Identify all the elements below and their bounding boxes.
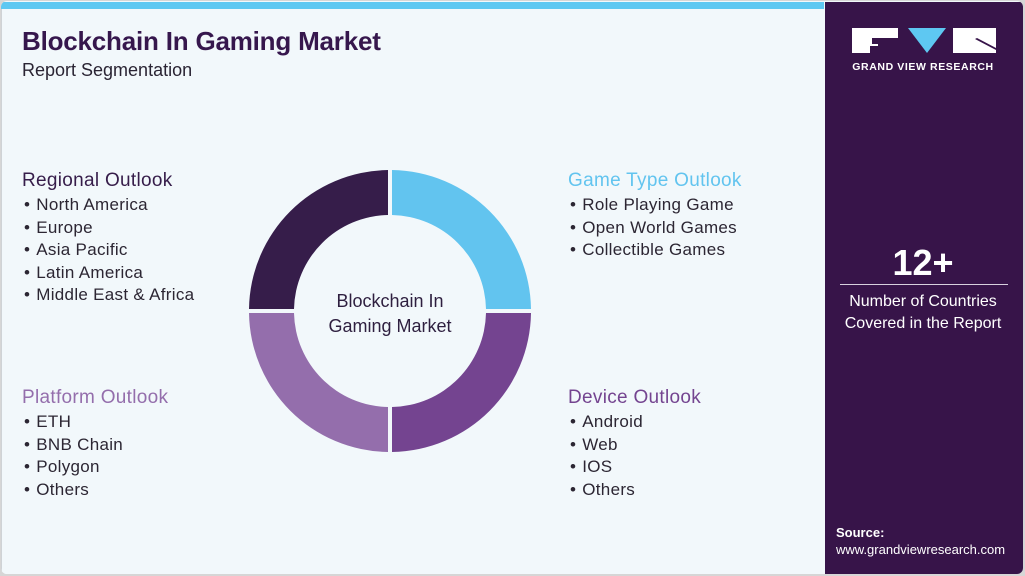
list-item: Polygon bbox=[22, 456, 168, 479]
stat-line1: Number of Countries bbox=[849, 293, 997, 310]
list-item: Collectible Games bbox=[568, 239, 742, 262]
list-item: IOS bbox=[568, 456, 701, 479]
list-item: BNB Chain bbox=[22, 434, 168, 457]
donut-segment-device bbox=[392, 313, 531, 452]
stat-divider bbox=[840, 284, 1008, 285]
segment-game-type: Game Type Outlook Role Playing Game Open… bbox=[568, 170, 742, 262]
list-item: Middle East & Africa bbox=[22, 284, 194, 307]
center-label-line1: Blockchain In bbox=[336, 291, 444, 311]
grand-view-research-logo-icon bbox=[852, 28, 996, 53]
list-item: Others bbox=[568, 479, 701, 502]
list-item: Web bbox=[568, 434, 701, 457]
stat-value: 12+ bbox=[892, 242, 954, 283]
segment-title: Device Outlook bbox=[568, 387, 702, 408]
donut-chart bbox=[249, 170, 531, 452]
segment-title: Game Type Outlook bbox=[568, 170, 742, 191]
list-item: Open World Games bbox=[568, 217, 742, 240]
segment-title: Regional Outlook bbox=[22, 170, 173, 191]
list-item: Role Playing Game bbox=[568, 194, 742, 217]
donut-segment-regional bbox=[249, 170, 388, 309]
segment-regional: Regional Outlook North America Europe As… bbox=[22, 170, 194, 307]
logo-text: GRAND VIEW RESEARCH bbox=[852, 61, 994, 73]
list-item: ETH bbox=[22, 411, 168, 434]
list-item: North America bbox=[22, 194, 194, 217]
list-item: Others bbox=[22, 479, 168, 502]
donut-center-label: Blockchain In Gaming Market bbox=[290, 289, 490, 339]
list-item: Europe bbox=[22, 217, 194, 240]
donut-segment-platform bbox=[249, 313, 388, 452]
center-label-line2: Gaming Market bbox=[328, 316, 452, 336]
stat-line2: Covered in the Report bbox=[844, 315, 1002, 332]
list-item: Android bbox=[568, 411, 701, 434]
source-url: www.grandviewresearch.com bbox=[836, 542, 1006, 557]
list-item: Latin America bbox=[22, 262, 194, 285]
stat-description: Number of Countries Covered in the Repor… bbox=[824, 291, 1022, 335]
sidebar-panel bbox=[825, 2, 1023, 574]
segment-device: Device Outlook Android Web IOS Others bbox=[568, 387, 701, 501]
donut-segment-game-type bbox=[392, 170, 531, 309]
list-item: Asia Pacific bbox=[22, 239, 194, 262]
accent-top-bar bbox=[1, 2, 824, 9]
page-subtitle: Report Segmentation bbox=[22, 60, 193, 80]
source-label: Source: bbox=[836, 525, 885, 540]
segment-title: Platform Outlook bbox=[22, 387, 169, 408]
page-title: Blockchain In Gaming Market bbox=[22, 26, 381, 56]
segment-platform: Platform Outlook ETH BNB Chain Polygon O… bbox=[22, 387, 168, 501]
